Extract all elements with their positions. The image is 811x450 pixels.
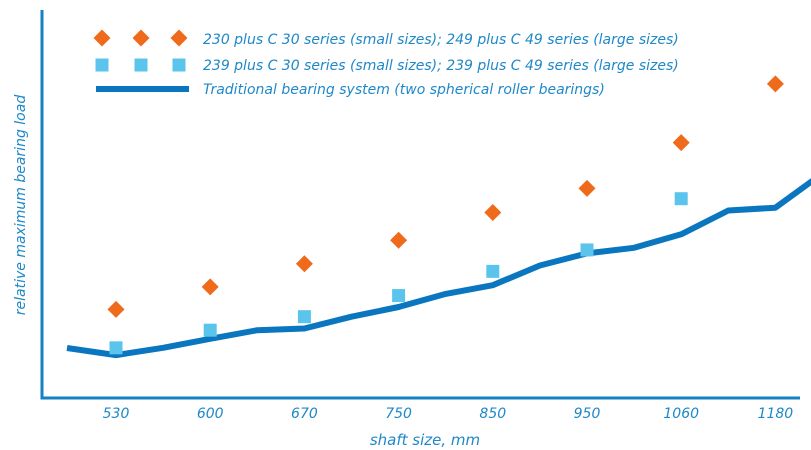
series-point-239 <box>392 289 406 303</box>
series-point-239 <box>109 341 123 355</box>
series-point-230-249 <box>766 75 784 93</box>
series-line-traditional <box>66 178 811 359</box>
x-tick-label: 750 <box>385 406 412 422</box>
legend-label: 239 plus C 30 series (small sizes); 239 … <box>203 58 679 74</box>
legend-marker-diamond <box>93 29 111 47</box>
data-marks <box>66 75 811 359</box>
x-tick-label: 530 <box>103 406 130 422</box>
series-point-230-249 <box>390 231 408 249</box>
legend-label: Traditional bearing system (two spherica… <box>203 82 605 98</box>
series-point-230-249 <box>107 300 125 318</box>
y-axis-label: relative maximum bearing load <box>13 95 29 316</box>
series-point-230-249 <box>201 278 219 296</box>
x-tick-label: 950 <box>574 406 601 422</box>
legend-marker-diamond <box>170 29 188 47</box>
series-point-239 <box>674 192 688 206</box>
legend: 230 plus C 30 series (small sizes); 249 … <box>93 29 679 98</box>
series-point-230-249 <box>672 134 690 152</box>
x-tick-label: 600 <box>197 406 224 422</box>
x-tick-label: 1180 <box>758 406 794 422</box>
series-point-239 <box>297 310 311 324</box>
series-point-230-249 <box>578 179 596 197</box>
x-tick-label: 670 <box>291 406 318 422</box>
series-point-239 <box>486 264 500 278</box>
legend-marker-diamond <box>132 29 150 47</box>
series-point-230-249 <box>484 204 502 222</box>
legend-marker-square <box>95 58 109 72</box>
series-point-239 <box>580 243 594 257</box>
legend-marker-square <box>172 58 186 72</box>
series-point-239 <box>203 323 217 337</box>
x-tick-label: 850 <box>479 406 506 422</box>
x-axis-label: shaft size, mm <box>370 431 480 449</box>
legend-marker-square <box>134 58 148 72</box>
x-tick-labels: 530 600 670 750 850 950 1060 1180 <box>103 406 794 422</box>
x-tick-label: 1060 <box>663 406 699 422</box>
series-point-230-249 <box>295 255 313 273</box>
legend-label: 230 plus C 30 series (small sizes); 249 … <box>203 32 679 48</box>
